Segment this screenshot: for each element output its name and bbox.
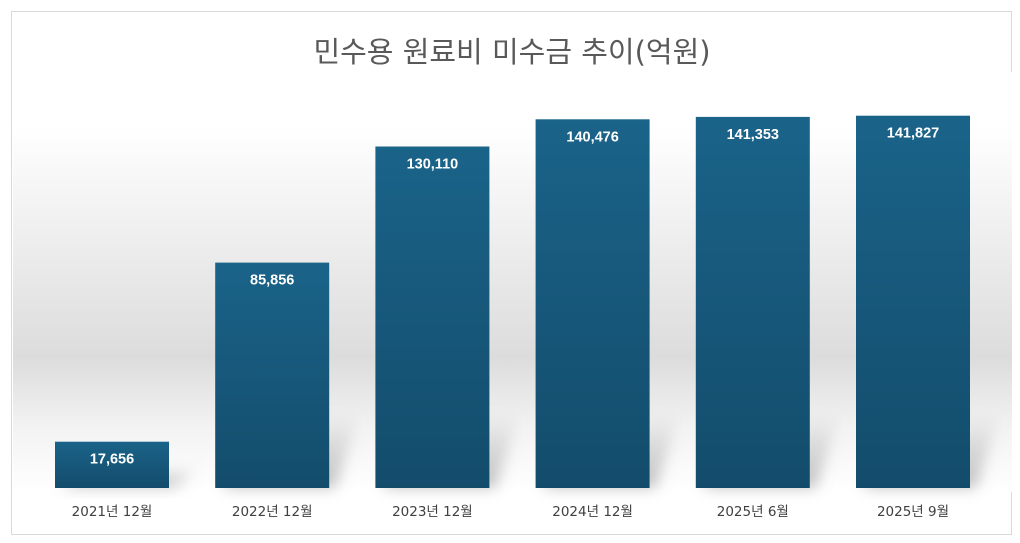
data-label: 141,353 — [727, 127, 779, 143]
bar — [856, 115, 970, 488]
bar — [375, 146, 490, 488]
bar-chart: 민수용 원료비 미수금 추이(억원) 17,656 85,856 130,110 14… — [13, 35, 1012, 520]
bars — [55, 115, 970, 489]
chart-title: 민수용 원료비 미수금 추이(억원) — [313, 35, 710, 69]
x-tick-label: 2024년 12월 — [552, 504, 633, 520]
chart-container: 민수용 원료비 미수금 추이(억원) 17,656 85,856 130,110 14… — [11, 11, 1012, 535]
data-label: 17,656 — [90, 452, 134, 468]
x-tick-label: 2022년 12월 — [232, 504, 313, 520]
bar — [535, 119, 650, 489]
x-tick-label: 2025년 9월 — [877, 504, 949, 520]
x-tick-label: 2025년 6월 — [717, 504, 789, 520]
x-tick-label: 2021년 12월 — [72, 504, 153, 520]
bar — [695, 116, 810, 489]
x-axis-ticks: 2021년 12월 2022년 12월 2023년 12월 2024년 12월 2025… — [72, 504, 949, 520]
data-labels: 17,656 85,856 130,110 140,476 141,353 141,827 — [90, 126, 939, 468]
x-tick-label: 2023년 12월 — [392, 504, 473, 520]
data-label: 130,110 — [407, 157, 459, 173]
bar — [215, 262, 330, 488]
bar — [55, 441, 169, 488]
data-label: 141,827 — [887, 126, 939, 142]
data-label: 140,476 — [566, 129, 618, 145]
data-label: 85,856 — [250, 273, 294, 289]
